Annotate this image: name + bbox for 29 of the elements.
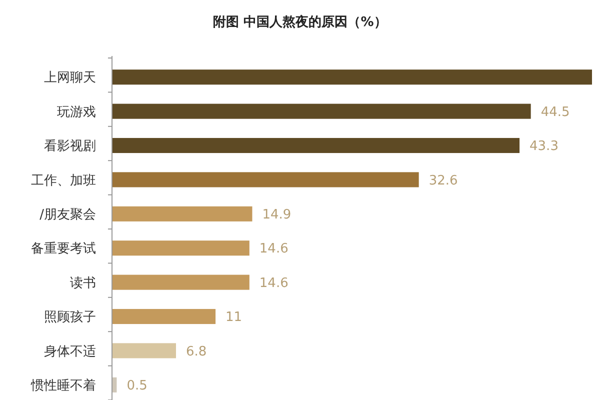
y-tick-label: 照顾孩子	[44, 310, 96, 326]
y-tick-label: /朋友聚会	[40, 207, 96, 222]
data-label: 44.5	[540, 104, 570, 120]
data-label: 14.9	[262, 207, 292, 222]
chart-title: 附图 中国人熬夜的原因（%）	[213, 14, 387, 30]
data-label: 43.3	[530, 139, 558, 154]
bar	[112, 206, 252, 222]
bar	[112, 308, 216, 324]
bar	[112, 343, 176, 358]
data-label: 14.6	[259, 276, 288, 291]
y-tick-label: 身体不适	[44, 344, 96, 360]
y-tick-label: 读书	[70, 276, 96, 291]
bar	[112, 274, 250, 290]
bar	[112, 70, 592, 85]
y-tick-label: 工作、加班	[31, 173, 96, 188]
bar	[112, 138, 520, 154]
y-tick-label: 惯性睡不着	[30, 377, 96, 394]
bar	[112, 240, 250, 256]
data-label: 11	[226, 310, 242, 326]
data-label: 14.6	[259, 242, 288, 257]
y-tick-label: 备重要考试	[31, 242, 96, 257]
data-label: 32.6	[428, 173, 458, 188]
bar	[112, 172, 419, 188]
data-label: 6.8	[186, 344, 207, 360]
y-tick-label: 上网聊天	[44, 70, 96, 86]
bar	[112, 104, 531, 119]
y-tick-label: 玩游戏	[57, 104, 96, 120]
data-label: 0.5	[126, 378, 148, 394]
y-tick-label: 看影视剧	[44, 139, 96, 154]
